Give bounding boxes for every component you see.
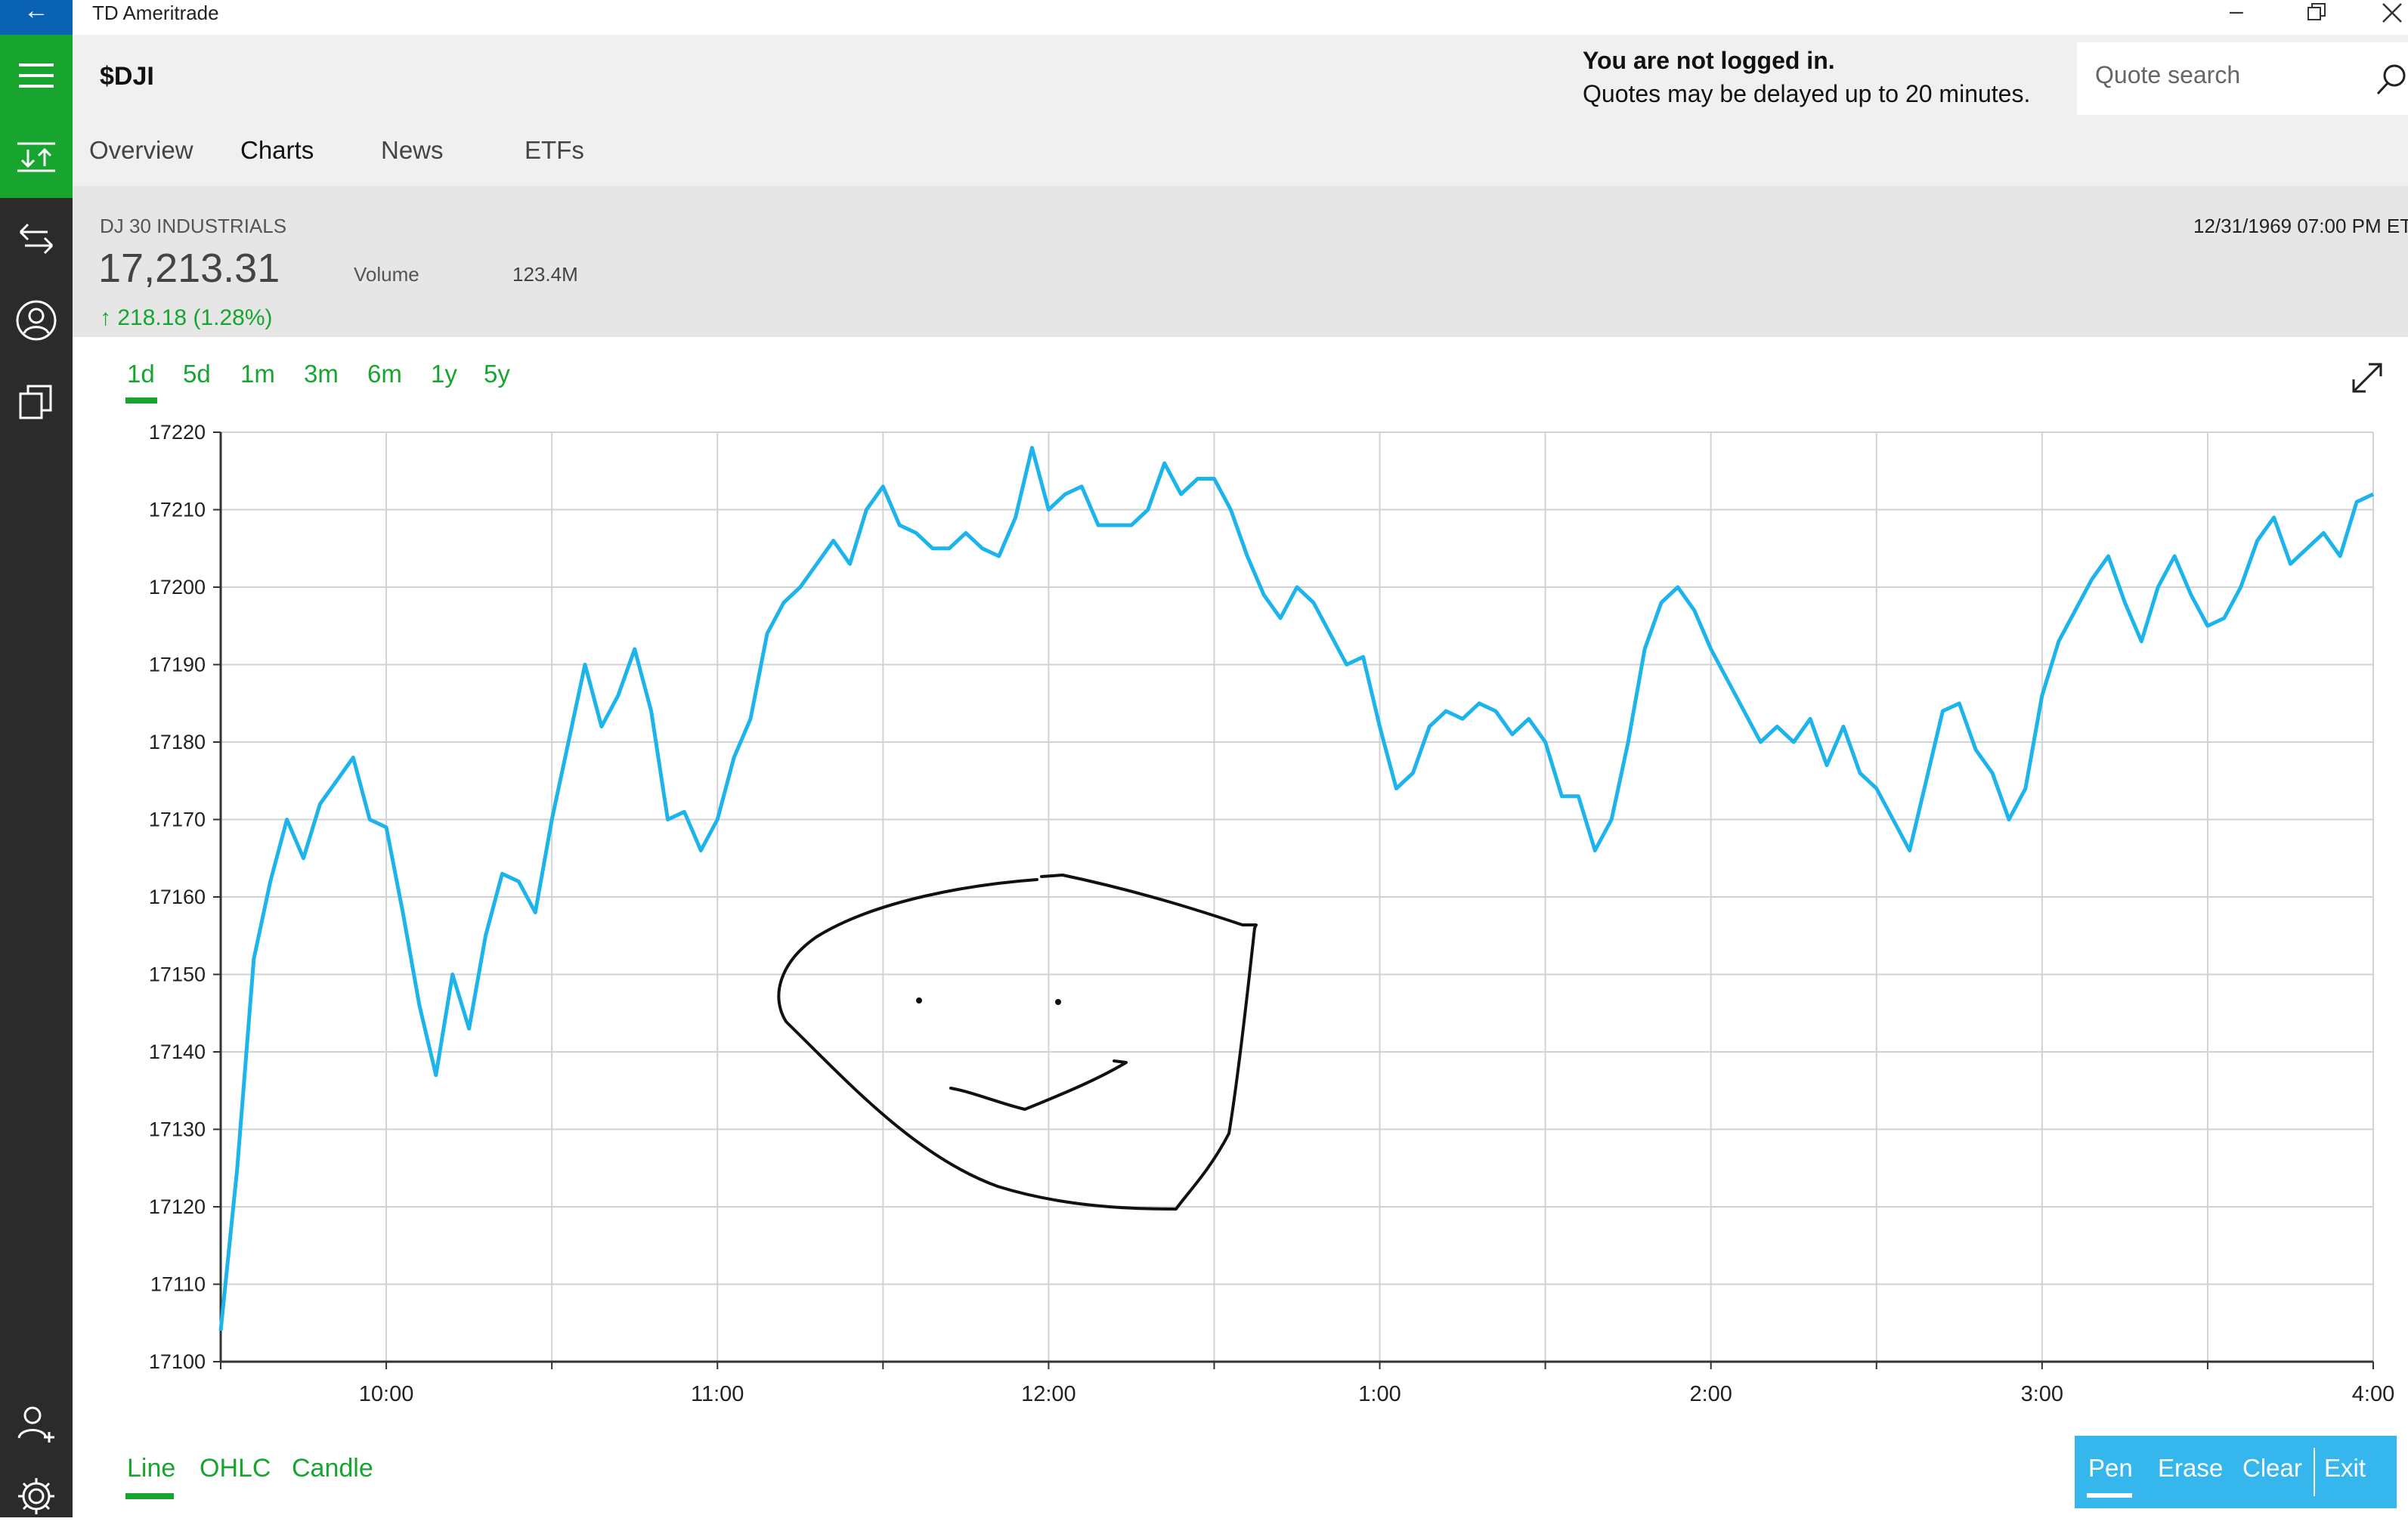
y-tick-label: 17220	[149, 421, 206, 444]
toolbar-divider	[2314, 1448, 2315, 1496]
settings-button[interactable]	[0, 1455, 73, 1537]
user-circle-icon	[16, 300, 57, 341]
range-tab-5d[interactable]: 5d	[183, 360, 211, 388]
range-tab-1m[interactable]: 1m	[240, 360, 275, 388]
chart-type-line[interactable]: Line	[127, 1454, 176, 1483]
back-arrow-icon: ←	[23, 0, 49, 25]
tab-etfs[interactable]: ETFs	[525, 136, 584, 164]
quote-search-input[interactable]	[2094, 60, 2369, 90]
x-tick-label: 3:00	[2021, 1382, 2063, 1406]
range-tab-6m[interactable]: 6m	[367, 360, 402, 388]
x-tick-label: 4:00	[2352, 1382, 2394, 1406]
selected-chart-type-indicator	[125, 1493, 174, 1499]
selected-range-indicator	[125, 397, 157, 404]
range-tab-1y[interactable]: 1y	[431, 360, 457, 388]
pen-toolbar: Pen Erase Clear Exit	[2075, 1436, 2397, 1508]
account-button[interactable]	[0, 280, 73, 361]
y-tick-label: 17140	[149, 1041, 206, 1063]
x-tick-label: 1:00	[1358, 1382, 1401, 1406]
y-tick-label: 17200	[149, 576, 206, 598]
search-icon[interactable]	[2375, 62, 2408, 95]
trade-button[interactable]	[0, 198, 73, 280]
smiley-right-eye	[1055, 999, 1061, 1005]
minimize-icon: –	[2230, 0, 2243, 24]
quote-timestamp: 12/31/1969 07:00 PM ET	[2193, 215, 2408, 237]
add-user-icon	[17, 1406, 54, 1443]
y-tick-label: 17160	[149, 886, 206, 908]
tab-overview[interactable]: Overview	[89, 136, 193, 164]
instrument-name: DJ 30 INDUSTRIALS	[100, 215, 287, 237]
price-change: ↑ 218.18 (1.28%)	[100, 305, 272, 331]
range-tab-5y[interactable]: 5y	[484, 360, 510, 388]
x-tick-label: 11:00	[691, 1382, 744, 1406]
chart-type-ohlc[interactable]: OHLC	[200, 1454, 271, 1483]
watchlists-button[interactable]	[0, 361, 73, 443]
x-tick-label: 10:00	[359, 1382, 414, 1406]
quote-summary: DJ 30 INDUSTRIALS 17,213.31 Volume 123.4…	[73, 186, 2408, 337]
chart-grid	[221, 431, 2374, 1362]
chart-axes: 17220 17210 17200 17190 17180 17170 17160 17150…	[149, 421, 2394, 1406]
left-navigation-rail	[0, 35, 73, 1517]
smiley-outline	[777, 874, 1258, 1211]
chart-series	[218, 446, 2375, 1331]
smiley-mouth	[949, 1059, 1128, 1111]
price-line	[218, 446, 2375, 1331]
range-tab-1d[interactable]: 1d	[127, 360, 155, 388]
back-button[interactable]: ←	[0, 0, 73, 35]
add-user-button[interactable]	[0, 1383, 73, 1464]
markets-button[interactable]	[0, 116, 73, 198]
symbol-title: $DJI	[100, 62, 154, 91]
restore-button[interactable]	[2307, 2, 2328, 28]
hand-drawn-smiley	[777, 874, 1258, 1211]
tab-news[interactable]: News	[381, 136, 444, 164]
exit-button[interactable]: Exit	[2324, 1454, 2366, 1482]
price-change-value: 218.18 (1.28%)	[117, 305, 273, 330]
x-tick-label: 2:00	[1689, 1382, 1732, 1406]
hamburger-icon	[19, 63, 54, 88]
login-status-subtitle: Quotes may be delayed up to 20 minutes.	[1583, 80, 2031, 107]
close-icon	[2382, 3, 2402, 23]
quote-search-box[interactable]	[2077, 42, 2408, 115]
app-title: TD Ameritrade	[92, 2, 219, 24]
up-arrow-icon: ↑	[100, 305, 111, 330]
y-tick-label: 17210	[149, 499, 206, 521]
chart-type-candle[interactable]: Candle	[292, 1454, 373, 1483]
volume-label: Volume	[354, 263, 419, 286]
volume-value: 123.4M	[512, 263, 578, 286]
y-tick-label: 17190	[149, 654, 206, 676]
y-tick-label: 17180	[149, 731, 206, 753]
y-tick-label: 17150	[149, 963, 206, 986]
y-tick-label: 17110	[150, 1273, 206, 1296]
copy-pages-icon	[19, 385, 52, 419]
y-tick-label: 17120	[149, 1195, 206, 1218]
smiley-left-eye	[916, 997, 922, 1004]
pen-button[interactable]: Pen	[2088, 1454, 2133, 1482]
erase-button[interactable]: Erase	[2158, 1454, 2224, 1482]
y-tick-label: 17170	[149, 809, 206, 831]
hamburger-menu-button[interactable]	[0, 35, 73, 116]
restore-icon	[2307, 3, 2326, 20]
close-button[interactable]	[2381, 2, 2403, 30]
login-status-title: You are not logged in.	[1583, 47, 1835, 74]
y-tick-label: 17130	[149, 1118, 206, 1141]
markets-icon	[17, 142, 55, 172]
clear-button[interactable]: Clear	[2242, 1454, 2302, 1482]
transfer-arrows-icon	[19, 223, 54, 255]
tab-charts[interactable]: Charts	[240, 136, 314, 164]
app-header: $DJI You are not logged in. Quotes may b…	[73, 35, 2408, 186]
minimize-button[interactable]: –	[2230, 0, 2243, 25]
title-bar: ← TD Ameritrade –	[0, 0, 2408, 35]
x-tick-label: 12:00	[1021, 1382, 1076, 1406]
gear-icon	[18, 1478, 54, 1514]
expand-icon[interactable]	[2349, 360, 2385, 396]
last-price: 17,213.31	[98, 246, 280, 291]
range-tab-3m[interactable]: 3m	[304, 360, 339, 388]
selected-pen-indicator	[2087, 1493, 2132, 1498]
y-tick-label: 17100	[149, 1350, 206, 1373]
